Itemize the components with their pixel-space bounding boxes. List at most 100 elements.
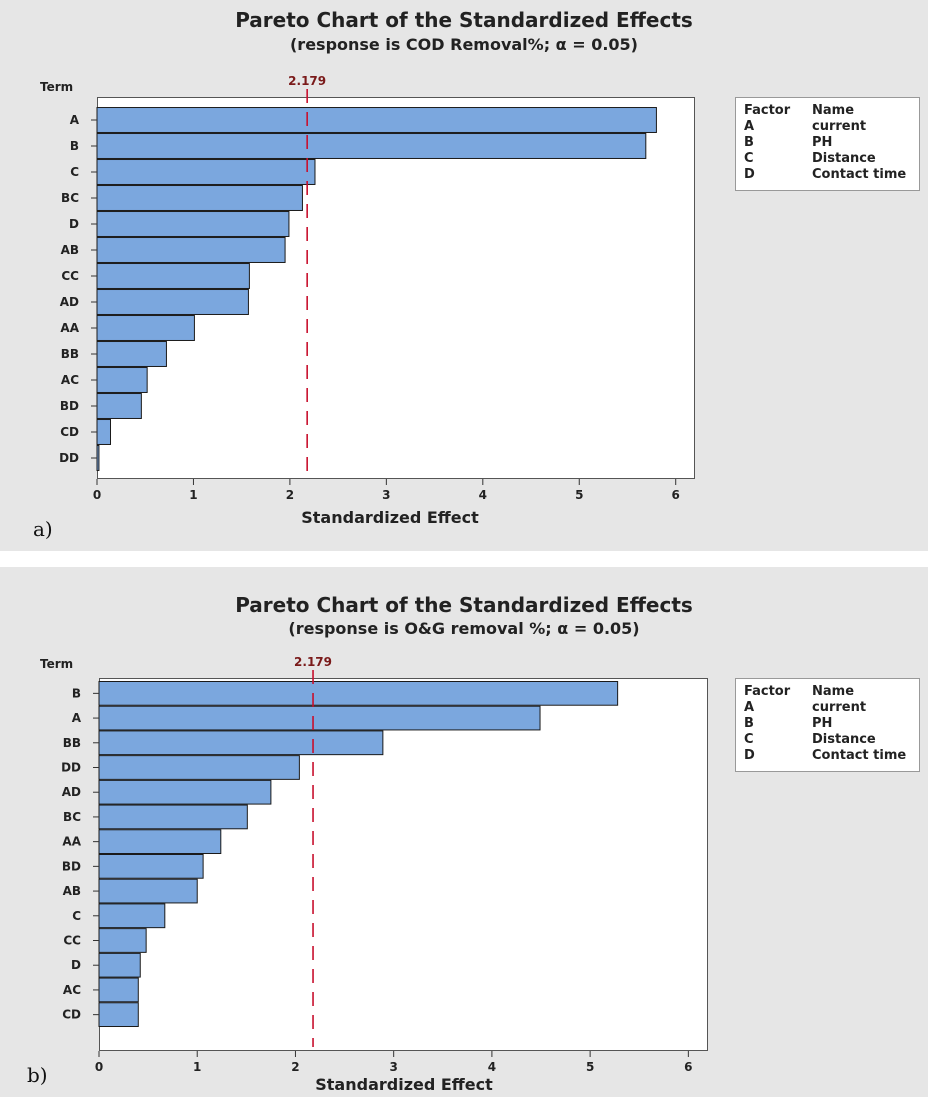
- bar: [98, 853, 204, 879]
- x-tick-label: 6: [672, 488, 680, 502]
- chart-panel-b: Pareto Chart of the Standardized Effects…: [0, 567, 928, 1097]
- category-label: BC: [61, 191, 79, 205]
- legend-header-factor: Factor: [744, 103, 791, 118]
- bar: [98, 705, 541, 731]
- bar: [96, 367, 148, 393]
- category-label: AD: [60, 295, 79, 309]
- bar: [98, 755, 300, 780]
- y-axis-label: Term: [40, 657, 74, 671]
- category-label: AA: [62, 835, 81, 849]
- legend: Factor Name A current B PH C Distance D …: [735, 678, 920, 772]
- chart-title: Pareto Chart of the Standardized Effects: [235, 8, 693, 32]
- chart-title: Pareto Chart of the Standardized Effects: [235, 593, 693, 617]
- category-label: B: [72, 686, 81, 700]
- legend-header-name: Name: [812, 103, 855, 118]
- chart-panel-a: Pareto Chart of the Standardized Effects…: [0, 0, 928, 551]
- x-tick-label: 4: [488, 1060, 496, 1074]
- category-label: AD: [62, 785, 81, 799]
- legend-name: Contact time: [812, 167, 907, 182]
- category-label: BD: [62, 859, 81, 873]
- category-label: CC: [63, 934, 81, 948]
- category-label: CD: [60, 425, 79, 439]
- x-tick-label: 3: [389, 1060, 397, 1074]
- legend-factor: A: [744, 119, 755, 134]
- legend-factor: B: [744, 716, 754, 731]
- x-axis-label: Standardized Effect: [315, 1075, 493, 1094]
- x-tick-label: 2: [291, 1060, 299, 1074]
- legend-name: PH: [812, 716, 833, 731]
- chart-subtitle: (response is O&G removal %; α = 0.05): [288, 619, 640, 638]
- category-label: C: [72, 909, 81, 923]
- x-tick-label: 0: [95, 1060, 103, 1074]
- chart-subtitle: (response is COD Removal%; α = 0.05): [289, 35, 638, 54]
- category-label: A: [72, 711, 82, 725]
- x-tick-label: 5: [586, 1060, 594, 1074]
- bar: [96, 263, 250, 289]
- category-label: AC: [63, 983, 81, 997]
- category-label: D: [69, 217, 79, 231]
- legend-factor: A: [744, 700, 755, 715]
- bar: [96, 315, 195, 341]
- bar: [96, 289, 249, 315]
- x-tick-label: 3: [382, 488, 390, 502]
- legend-factor: C: [744, 732, 754, 747]
- reference-line-label: 2.179: [294, 655, 332, 669]
- category-label: A: [70, 113, 80, 127]
- bar: [98, 977, 139, 1003]
- category-label: BB: [61, 347, 79, 361]
- category-label: AB: [63, 884, 81, 898]
- x-tick-label: 2: [286, 488, 294, 502]
- legend-name: current: [812, 700, 867, 715]
- bar: [98, 730, 384, 756]
- category-label: B: [70, 139, 79, 153]
- category-label: D: [71, 958, 81, 972]
- bar: [96, 419, 112, 445]
- bar: [96, 211, 290, 237]
- bar: [96, 341, 167, 367]
- bar: [98, 829, 222, 855]
- bar: [98, 1002, 139, 1028]
- legend: Factor Name A current B PH C Distance D …: [735, 97, 920, 191]
- category-label: BC: [63, 810, 81, 824]
- category-label: AC: [61, 373, 79, 387]
- bar: [96, 237, 286, 263]
- legend-factor: C: [744, 151, 754, 166]
- x-tick-label: 1: [189, 488, 197, 502]
- legend-name: PH: [812, 135, 833, 150]
- bar: [96, 185, 303, 211]
- category-label: AB: [61, 243, 79, 257]
- category-label: BD: [60, 399, 79, 413]
- category-label: C: [70, 165, 79, 179]
- bar: [98, 680, 619, 706]
- x-tick-label: 1: [193, 1060, 201, 1074]
- reference-line-label: 2.179: [288, 74, 326, 88]
- x-tick-label: 6: [684, 1060, 692, 1074]
- bar: [98, 779, 272, 805]
- legend-factor: B: [744, 135, 754, 150]
- bar: [98, 804, 248, 830]
- legend-factor: D: [744, 748, 755, 763]
- legend-name: Distance: [812, 151, 876, 166]
- bar: [98, 952, 141, 978]
- category-label: CC: [61, 269, 79, 283]
- x-axis-label: Standardized Effect: [301, 508, 479, 527]
- bar: [96, 445, 100, 471]
- category-label: BB: [63, 736, 81, 750]
- legend-name: Contact time: [812, 748, 907, 763]
- category-label: DD: [59, 451, 79, 465]
- bar: [96, 133, 647, 159]
- category-label: AA: [60, 321, 79, 335]
- legend-header-factor: Factor: [744, 684, 791, 699]
- category-label: DD: [61, 761, 81, 775]
- legend-name: current: [812, 119, 867, 134]
- legend-name: Distance: [812, 732, 876, 747]
- x-tick-label: 5: [575, 488, 583, 502]
- legend-header-name: Name: [812, 684, 855, 699]
- x-tick-label: 4: [479, 488, 487, 502]
- bar: [98, 903, 166, 929]
- bar: [96, 393, 142, 419]
- bar: [96, 159, 316, 185]
- x-tick-label: 0: [93, 488, 101, 502]
